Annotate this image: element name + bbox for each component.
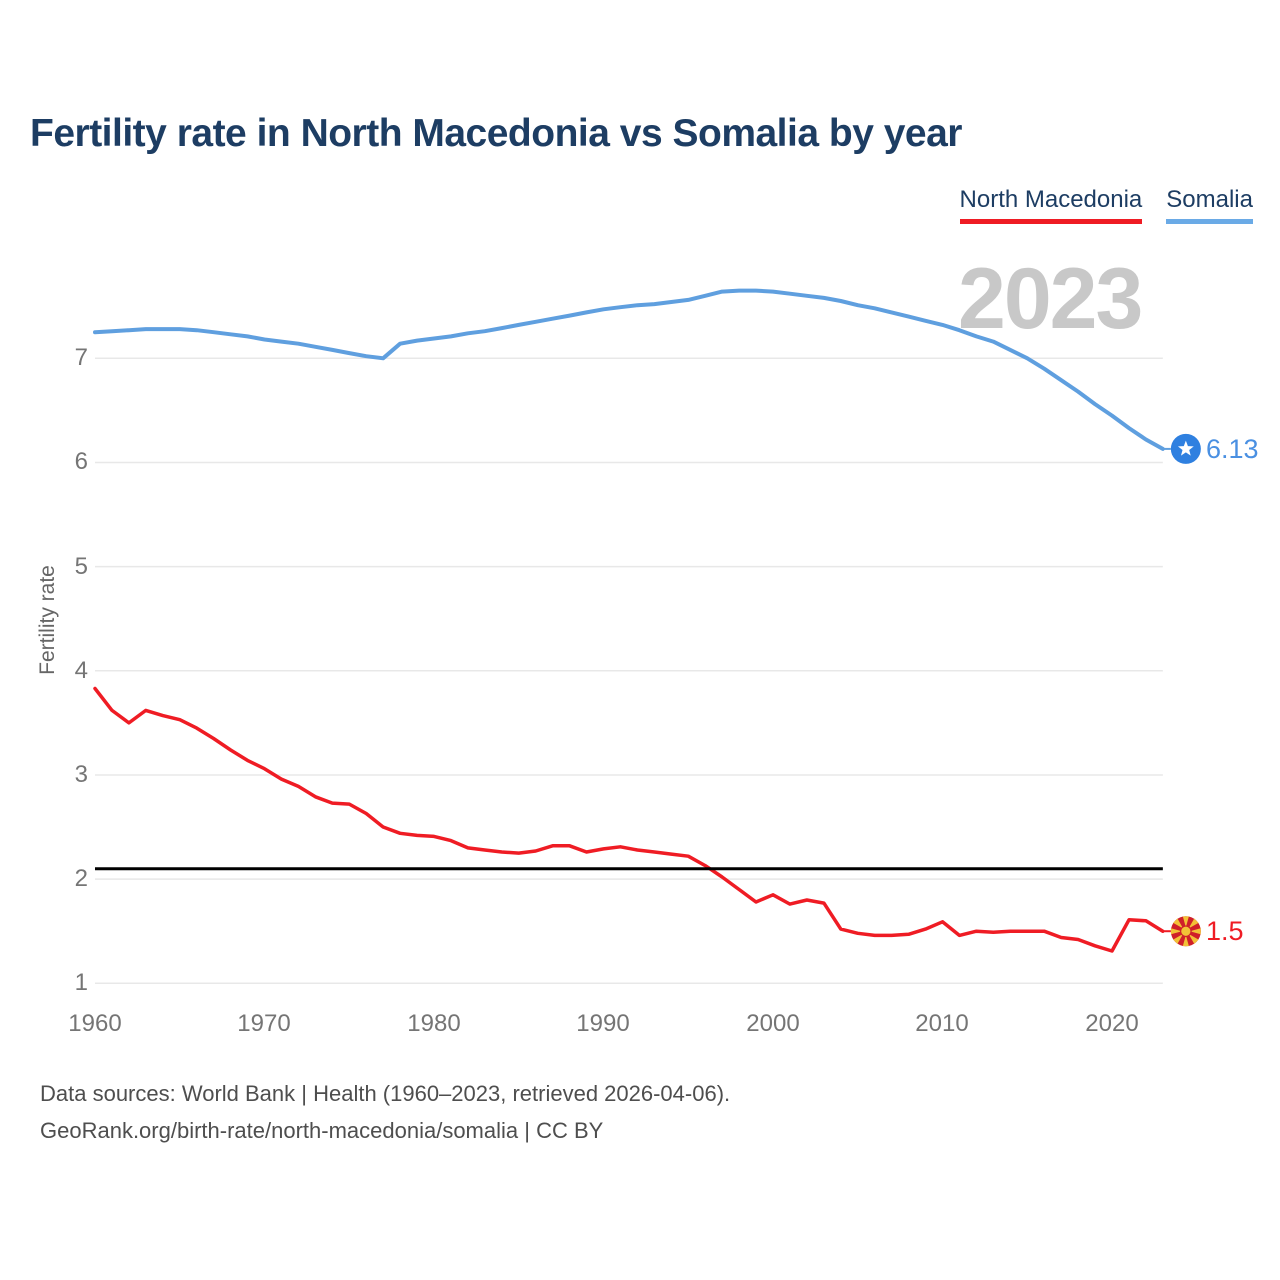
somalia-flag-marker	[1170, 433, 1201, 464]
page-title: Fertility rate in North Macedonia vs Som…	[30, 112, 962, 155]
footer-source-line: Data sources: World Bank | Health (1960–…	[40, 1081, 731, 1106]
legend-item-somalia: Somalia	[1166, 186, 1253, 224]
x-tick-label-2010: 2010	[915, 1010, 969, 1037]
north-macedonia-end-value-label: 1.5	[1206, 916, 1244, 946]
x-tick-label-1960: 1960	[68, 1010, 122, 1037]
y-tick-label-5: 5	[74, 553, 88, 580]
watermark-year: 2023	[958, 251, 1143, 347]
legend: North Macedonia Somalia	[959, 186, 1253, 224]
north-macedonia-flag-marker	[1170, 916, 1201, 947]
x-tick-label-2020: 2020	[1085, 1010, 1139, 1037]
series-line-north-macedonia	[93, 686, 1165, 953]
legend-item-north-macedonia: North Macedonia	[959, 186, 1143, 224]
y-tick-label-3: 3	[74, 761, 88, 788]
x-tick-label-1980: 1980	[407, 1010, 461, 1037]
x-tick-label-1970: 1970	[237, 1010, 291, 1037]
y-tick-label-2: 2	[74, 865, 88, 892]
x-tick-label-1990: 1990	[576, 1010, 630, 1037]
footer-attribution-line: GeoRank.org/birth-rate/north-macedonia/s…	[40, 1118, 604, 1143]
legend-label-somalia: Somalia	[1166, 186, 1253, 213]
x-tick-label-2000: 2000	[746, 1010, 800, 1037]
y-tick-label-6: 6	[74, 448, 88, 475]
series-line-somalia	[93, 288, 1165, 451]
somalia-end-value-label: 6.13	[1206, 434, 1259, 464]
y-axis-title: Fertility rate	[36, 565, 59, 675]
legend-label-north-macedonia: North Macedonia	[959, 186, 1143, 213]
y-tick-label-7: 7	[74, 344, 88, 371]
y-tick-label-4: 4	[74, 657, 88, 684]
y-tick-label-1: 1	[74, 969, 88, 996]
